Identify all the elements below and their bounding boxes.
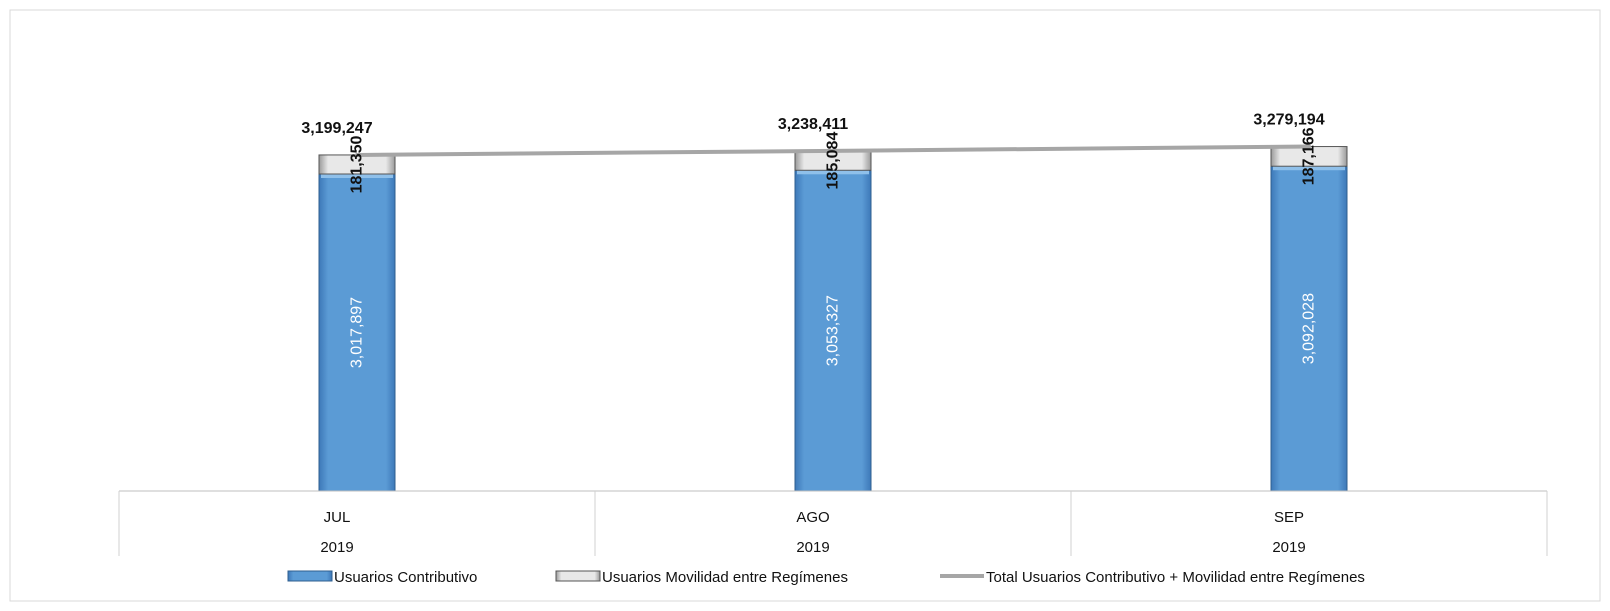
label-total: 3,199,247 — [301, 120, 372, 137]
legend: Usuarios Contributivo Usuarios Movilidad … — [287, 569, 1365, 586]
bar-contributivo-highlight — [321, 174, 393, 178]
label-movilidad: 185,084 — [825, 132, 842, 190]
tick-label-month: AGO — [796, 509, 829, 526]
label-contributivo: 3,092,028 — [1301, 293, 1318, 364]
legend-swatch — [287, 570, 333, 582]
tick-label-year: 2019 — [796, 539, 829, 556]
chart-border — [9, 9, 1601, 602]
bar-contributivo-highlight — [1273, 166, 1345, 171]
label-contributivo: 3,053,327 — [825, 295, 842, 366]
bar-contributivo-highlight — [797, 170, 869, 175]
label-movilidad: 181,350 — [349, 135, 366, 193]
tick-label-month: SEP — [1274, 509, 1304, 526]
category-axis: JUL 2019 AGO 2019 SEP 2019 — [118, 490, 1548, 556]
legend-item-movilidad: Usuarios Movilidad entre Regímenes — [555, 569, 848, 586]
tick-label-month: JUL — [324, 509, 351, 526]
tick-label-year: 2019 — [1272, 539, 1305, 556]
label-contributivo: 3,017,897 — [349, 297, 366, 368]
label-movilidad: 187,166 — [1301, 127, 1318, 185]
legend-item-contributivo: Usuarios Contributivo — [287, 569, 477, 586]
bar-contributivo — [1270, 165, 1348, 492]
legend-item-total: Total Usuarios Contributivo + Movilidad … — [940, 569, 1365, 586]
total-line-group — [355, 144, 1311, 157]
legend-label: Total Usuarios Contributivo + Movilidad … — [986, 569, 1365, 586]
label-total: 3,279,194 — [1253, 112, 1324, 129]
legend-label: Usuarios Contributivo — [334, 569, 477, 586]
total-series-line — [355, 144, 1311, 157]
legend-label: Usuarios Movilidad entre Regímenes — [602, 569, 848, 586]
legend-swatch — [555, 570, 601, 582]
bars-group — [318, 146, 1348, 492]
chart-outer-border — [9, 9, 1601, 602]
label-total: 3,238,411 — [778, 116, 848, 133]
bar-contributivo — [794, 169, 872, 492]
tick-label-year: 2019 — [320, 539, 353, 556]
